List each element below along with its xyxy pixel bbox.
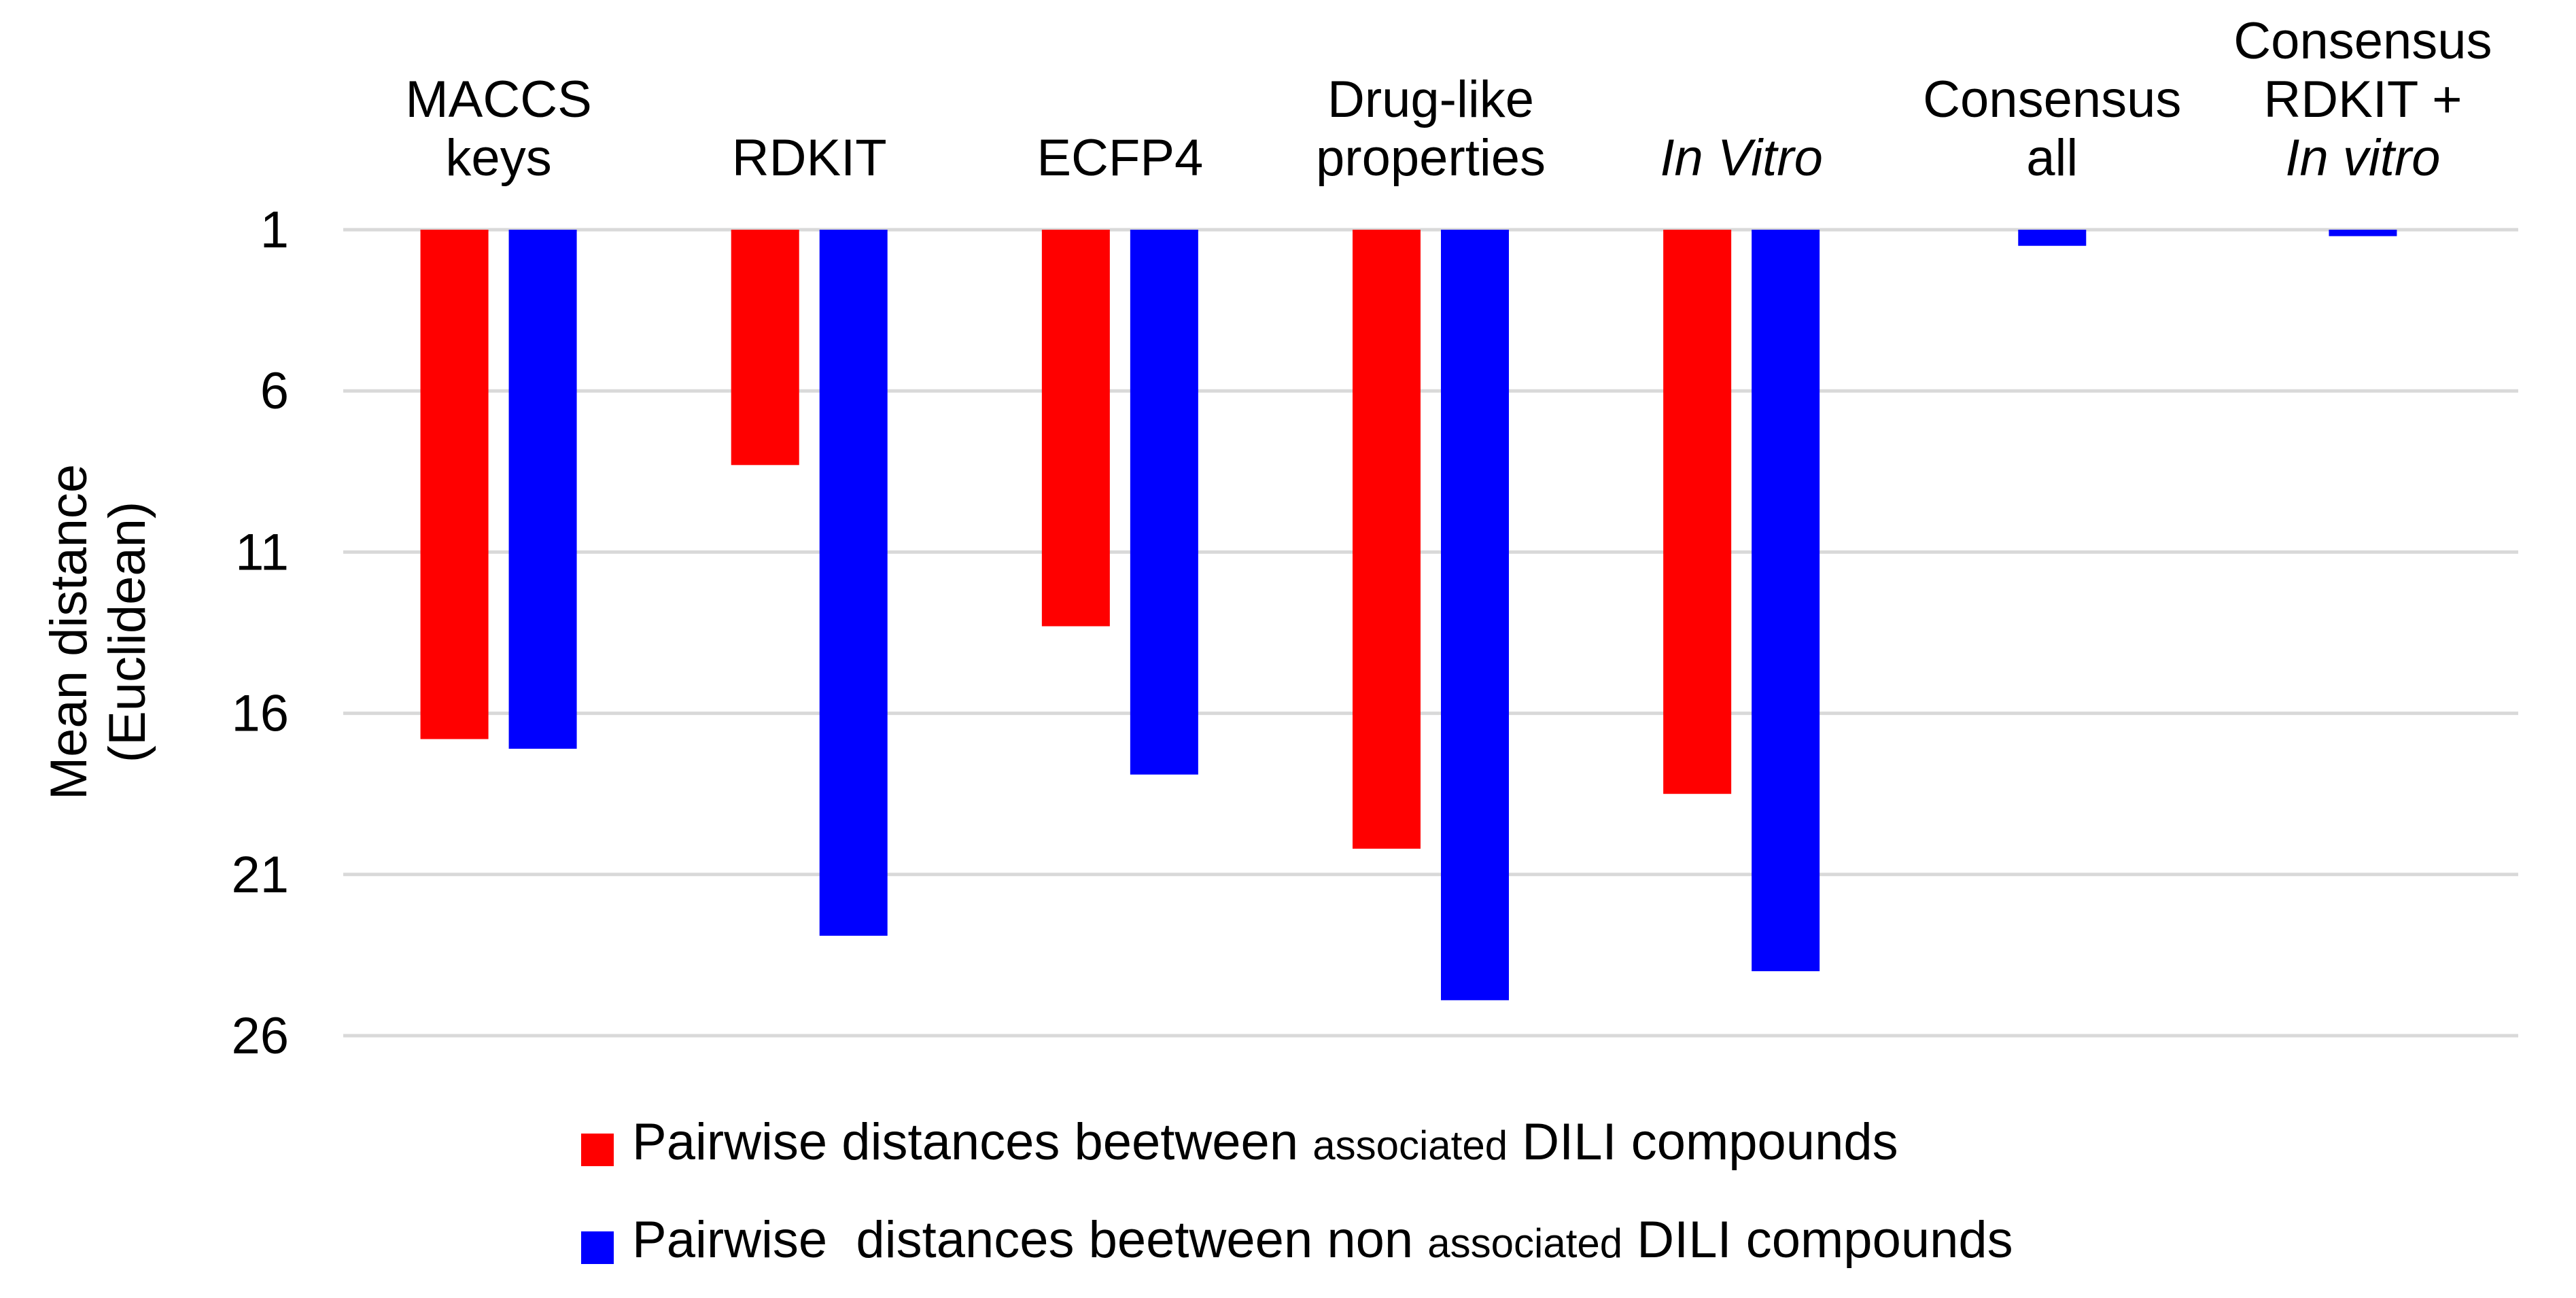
legend-label-1: Pairwise distances beetween associated D… xyxy=(632,1113,1898,1171)
bar-series2-cat7 xyxy=(2329,230,2397,236)
bar-series1-cat1 xyxy=(420,230,489,739)
category-labels: MACCS keys RDKIT ECFP4 Drug-like properties In… xyxy=(405,12,2492,187)
bar-series1-cat2 xyxy=(731,230,799,466)
y-tick-label-21: 21 xyxy=(231,846,289,904)
bar-series2-cat2 xyxy=(819,230,888,936)
category-label-3: ECFP4 xyxy=(1037,129,1203,187)
y-tick-label-16: 16 xyxy=(231,685,289,743)
category-label-2: RDKIT xyxy=(732,129,887,187)
gridlines xyxy=(343,228,2518,1038)
bar-series2-cat4 xyxy=(1441,230,1509,1000)
bar-series1-cat4 xyxy=(1353,230,1421,849)
legend-label-2: Pairwise distances beetween non associat… xyxy=(632,1211,2013,1269)
y-tick-label-11: 11 xyxy=(235,523,289,581)
y-axis-title: Mean distance(Euclidean) xyxy=(40,464,156,800)
category-label-4: Drug-like properties xyxy=(1316,71,1546,187)
bar-series2-cat6 xyxy=(2018,230,2087,246)
y-tick-label-1: 1 xyxy=(260,201,289,259)
bar-series2-cat1 xyxy=(508,230,577,749)
y-axis-title-text: Mean distance(Euclidean) xyxy=(40,464,156,800)
y-tick-label-6: 6 xyxy=(260,362,289,420)
category-label-7: Consensus RDKIT + In vitro xyxy=(2233,12,2492,187)
bar-series1-cat3 xyxy=(1041,230,1110,627)
bar-series2-cat5 xyxy=(1752,230,1820,972)
bar-series2-cat3 xyxy=(1130,230,1198,775)
legend-swatch-1 xyxy=(581,1134,614,1166)
category-label-1: MACCS keys xyxy=(405,71,591,187)
category-label-5: In Vitro xyxy=(1660,129,1822,187)
bar-series xyxy=(420,230,2397,1000)
y-tick-label-26: 26 xyxy=(231,1007,289,1065)
legend-swatch-2 xyxy=(581,1231,614,1264)
category-label-6: Consensus all xyxy=(1923,71,2181,187)
legend: Pairwise distances beetween associated D… xyxy=(581,1113,2013,1269)
bar-series1-cat5 xyxy=(1663,230,1732,794)
